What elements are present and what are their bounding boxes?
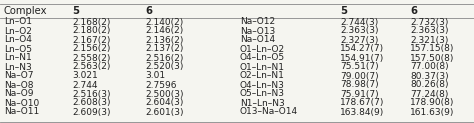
Text: 6: 6 (410, 6, 417, 16)
Text: 2.363(3): 2.363(3) (340, 26, 379, 36)
Text: Na–O8: Na–O8 (4, 80, 34, 90)
Text: 3.021: 3.021 (72, 71, 98, 80)
Text: O4–Ln–N3: O4–Ln–N3 (240, 80, 285, 90)
Text: 78.98(7): 78.98(7) (340, 80, 379, 90)
Text: 2.516(2): 2.516(2) (145, 54, 183, 62)
Text: O4–Ln–O5: O4–Ln–O5 (240, 54, 285, 62)
Text: O5–Ln–N3: O5–Ln–N3 (240, 90, 285, 99)
Text: O2–Ln–N1: O2–Ln–N1 (240, 71, 285, 80)
Text: Ln–O4: Ln–O4 (4, 36, 32, 45)
Text: Na–O7: Na–O7 (4, 71, 34, 80)
Text: 6: 6 (145, 6, 152, 16)
Text: Na–O14: Na–O14 (240, 36, 275, 45)
Text: 157.50(8): 157.50(8) (410, 54, 455, 62)
Text: Ln–N1: Ln–N1 (4, 54, 32, 62)
Text: Na–O11: Na–O11 (4, 108, 39, 116)
Text: 2.520(3): 2.520(3) (145, 62, 183, 71)
Text: 75.51(7): 75.51(7) (340, 62, 379, 71)
Text: O1–Ln–N1: O1–Ln–N1 (240, 62, 285, 71)
Text: 2.500(3): 2.500(3) (145, 90, 183, 99)
Text: Ln–O5: Ln–O5 (4, 45, 32, 54)
Text: N1–Ln–N3: N1–Ln–N3 (240, 99, 285, 108)
Text: Ln–N3: Ln–N3 (4, 62, 32, 71)
Text: 77.00(8): 77.00(8) (410, 62, 448, 71)
Text: 2.146(2): 2.146(2) (145, 26, 183, 36)
Text: 2.744: 2.744 (72, 80, 98, 90)
Text: 178.90(8): 178.90(8) (410, 99, 455, 108)
Text: O1–Ln–O2: O1–Ln–O2 (240, 45, 285, 54)
Text: 2.7596: 2.7596 (145, 80, 176, 90)
Text: 2.563(2): 2.563(2) (72, 62, 110, 71)
Text: 2.140(2): 2.140(2) (145, 17, 183, 26)
Text: 157.15(8): 157.15(8) (410, 45, 455, 54)
Text: 3.01: 3.01 (145, 71, 165, 80)
Text: 2.732(3): 2.732(3) (410, 17, 448, 26)
Text: 2.744(3): 2.744(3) (340, 17, 378, 26)
Text: Complex: Complex (4, 6, 47, 16)
Text: Na–O12: Na–O12 (240, 17, 275, 26)
Text: 2.156(2): 2.156(2) (72, 45, 110, 54)
Text: 79.00(7): 79.00(7) (340, 71, 379, 80)
Text: Na–O10: Na–O10 (4, 99, 39, 108)
Text: 2.608(3): 2.608(3) (72, 99, 110, 108)
Text: Na–O13: Na–O13 (240, 26, 275, 36)
Text: 2.516(3): 2.516(3) (72, 90, 110, 99)
Text: 2.601(3): 2.601(3) (145, 108, 183, 116)
Text: 2.604(3): 2.604(3) (145, 99, 183, 108)
Text: 75.91(7): 75.91(7) (340, 90, 379, 99)
Text: 5: 5 (340, 6, 347, 16)
Text: 2.363(3): 2.363(3) (410, 26, 448, 36)
Text: 163.84(9): 163.84(9) (340, 108, 384, 116)
Text: 2.168(2): 2.168(2) (72, 17, 110, 26)
Text: 2.137(2): 2.137(2) (145, 45, 183, 54)
Text: 2.321(3): 2.321(3) (410, 36, 448, 45)
Text: O13–Na–O14: O13–Na–O14 (240, 108, 298, 116)
Text: 2.609(3): 2.609(3) (72, 108, 110, 116)
Text: 2.327(3): 2.327(3) (340, 36, 378, 45)
Text: Na–O9: Na–O9 (4, 90, 34, 99)
Text: 2.180(2): 2.180(2) (72, 26, 110, 36)
Text: 2.136(2): 2.136(2) (145, 36, 183, 45)
Text: 154.91(7): 154.91(7) (340, 54, 384, 62)
Text: Ln–O1: Ln–O1 (4, 17, 32, 26)
Text: 2.558(2): 2.558(2) (72, 54, 110, 62)
Text: Ln–O2: Ln–O2 (4, 26, 32, 36)
Text: 154.27(7): 154.27(7) (340, 45, 384, 54)
Text: 80.26(8): 80.26(8) (410, 80, 448, 90)
Text: 161.63(9): 161.63(9) (410, 108, 455, 116)
Text: 178.67(7): 178.67(7) (340, 99, 384, 108)
Text: 77.24(8): 77.24(8) (410, 90, 448, 99)
Text: 5: 5 (72, 6, 79, 16)
Text: 80.37(3): 80.37(3) (410, 71, 448, 80)
Text: 2.167(2): 2.167(2) (72, 36, 110, 45)
